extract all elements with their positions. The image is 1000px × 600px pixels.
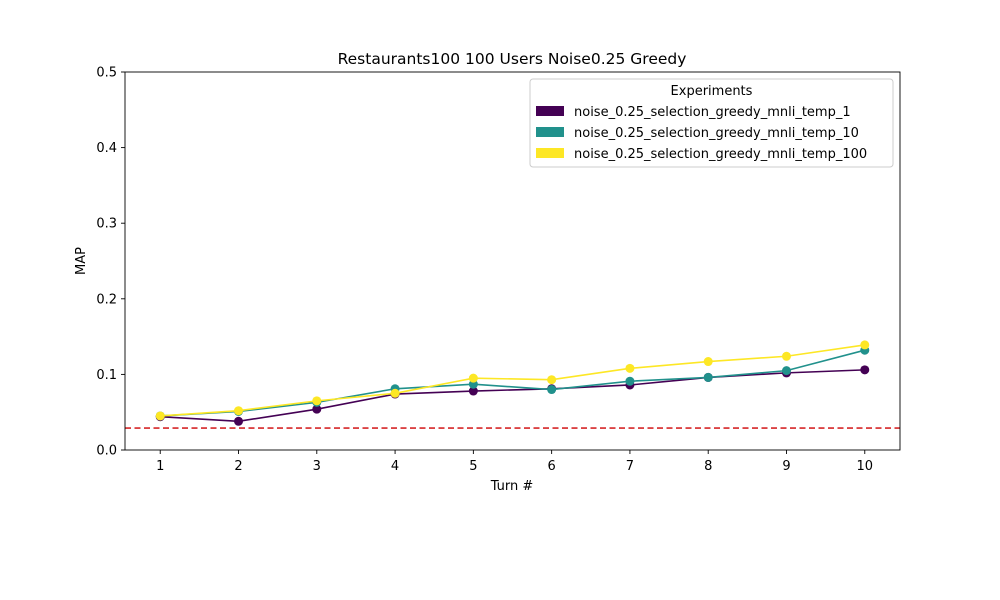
y-axis-label: MAP: [74, 247, 89, 275]
data-point: [703, 372, 713, 382]
data-point: [625, 376, 635, 386]
x-tick-label: 2: [234, 459, 242, 474]
data-point: [312, 404, 322, 414]
legend-swatch: [536, 106, 564, 116]
x-tick-label: 3: [313, 459, 321, 474]
axes: 1 2 3 4 5 6 7 8 9 10 0.0 0.1 0.2 0.3 0.4 0.5: [96, 66, 901, 474]
data-point: [468, 386, 478, 396]
data-point: [234, 406, 244, 416]
data-point: [625, 363, 635, 373]
series-line: [160, 344, 865, 417]
chart-title: Restaurants100 100 Users Noise0.25 Greed…: [338, 50, 687, 68]
x-tick-label: 9: [782, 459, 790, 474]
data-point: [468, 373, 478, 383]
data-point: [234, 416, 244, 426]
x-tick-label: 8: [704, 459, 712, 474]
x-tick-label: 4: [391, 459, 399, 474]
x-tick-label: 6: [548, 459, 556, 474]
data-point: [781, 351, 791, 361]
legend-entry: noise_0.25_selection_greedy_mnli_temp_10…: [574, 147, 867, 162]
data-point: [155, 411, 165, 421]
x-tick-label: 5: [469, 459, 477, 474]
legend-title: Experiments: [671, 84, 753, 99]
data-point: [390, 388, 400, 398]
y-tick-label: 0.4: [96, 141, 117, 156]
y-tick-label: 0.5: [96, 66, 117, 81]
axes-frame: [124, 71, 901, 451]
y-tick-label: 0.3: [96, 217, 117, 232]
data-point: [547, 375, 557, 385]
x-tick-label: 10: [856, 459, 873, 474]
x-tick-label: 1: [156, 459, 164, 474]
series-line: [160, 369, 865, 423]
data-point: [547, 385, 557, 395]
legend-entry: noise_0.25_selection_greedy_mnli_temp_1: [574, 105, 851, 120]
x-tick-label: 7: [626, 459, 634, 474]
series-2: [155, 345, 870, 421]
series-3: [155, 340, 870, 421]
series-line: [160, 349, 865, 417]
series-1: [155, 365, 870, 426]
legend-swatch: [536, 148, 564, 158]
data-point: [860, 340, 870, 350]
legend: Experiments noise_0.25_selection_greedy_m…: [529, 78, 894, 168]
data-point: [703, 357, 713, 367]
y-tick-label: 0.1: [96, 368, 117, 383]
legend-swatch: [536, 127, 564, 137]
legend-box: [529, 78, 894, 168]
data-point: [312, 396, 322, 406]
y-tick-label: 0.0: [96, 444, 117, 459]
data-point: [781, 366, 791, 376]
x-axis-label: Turn #: [490, 479, 534, 494]
legend-entry: noise_0.25_selection_greedy_mnli_temp_10: [574, 126, 859, 141]
plot-area: [125, 340, 900, 429]
y-tick-label: 0.2: [96, 292, 117, 307]
data-point: [860, 365, 870, 375]
